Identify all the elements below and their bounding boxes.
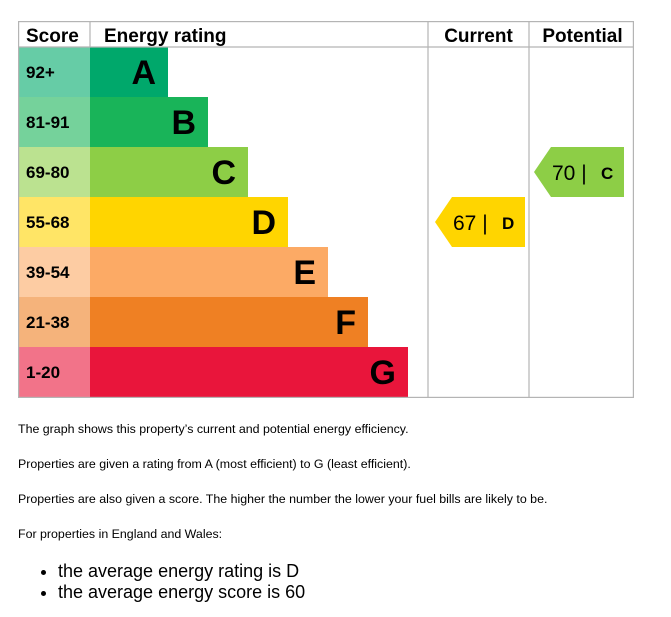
score-range-f: 21-38 [26, 313, 69, 332]
current-header: Current [444, 26, 513, 47]
potential-score-value: 70 | [552, 162, 587, 185]
epc-graph: 92+ A81-91 B69-80 C55-68 D39-54 E21-38 F1-20 G … [18, 21, 634, 398]
rating-letter-c: C [211, 154, 236, 192]
score-cell-c [18, 147, 90, 197]
rating-bar-c [90, 147, 248, 197]
rating-letter-a: A [131, 54, 156, 92]
average-score-item: the average energy score is 60 [58, 582, 305, 603]
average-rating-item: the average energy rating is D [58, 561, 305, 582]
score-cell-d [18, 197, 90, 247]
score-range-b: 81-91 [26, 113, 69, 132]
rating-letter-f: F [335, 304, 356, 342]
rating-letter-e: E [293, 254, 316, 292]
score-cell-a [18, 47, 90, 97]
potential-rating-letter: C [601, 164, 613, 183]
rating-explanation-text: Properties are given a rating from A (mo… [18, 457, 411, 471]
score-explanation-text: Properties are also given a score. The h… [18, 492, 548, 506]
description-text: The graph shows this property’s current … [18, 422, 409, 436]
energy-rating-chart: 92+ A 81-91 B 69-80 C 55-68 D 39-54 E 21-38 F 1-20 G … [18, 21, 634, 398]
rating-letter-g: G [370, 354, 396, 392]
rating-bar-d [90, 197, 288, 247]
rating-bar-f [90, 297, 368, 347]
averages-list: the average energy rating is D the avera… [18, 561, 305, 603]
score-cell-e [18, 247, 90, 297]
current-marker [435, 197, 525, 247]
current-rating-letter: D [502, 214, 514, 233]
score-range-g: 1-20 [26, 363, 60, 382]
score-range-c: 69-80 [26, 163, 69, 182]
potential-marker [534, 147, 624, 197]
score-range-e: 39-54 [26, 263, 70, 282]
current-score-value: 67 | [453, 212, 488, 235]
score-range-d: 55-68 [26, 213, 69, 232]
score-cell-b [18, 97, 90, 147]
score-header: Score [26, 26, 79, 47]
score-cell-f [18, 297, 90, 347]
energy-rating-header: Energy rating [104, 26, 226, 47]
score-cell-g [18, 347, 90, 397]
rating-letter-b: B [171, 104, 196, 142]
region-text: For properties in England and Wales: [18, 527, 223, 541]
potential-header: Potential [542, 26, 622, 47]
rating-letter-d: D [251, 204, 276, 242]
chart-border [18, 21, 634, 398]
rating-bar-e [90, 247, 328, 297]
rating-bar-b [90, 97, 208, 147]
rating-bar-g [90, 347, 408, 397]
score-range-a: 92+ [26, 63, 55, 82]
rating-bar-a [90, 47, 168, 97]
